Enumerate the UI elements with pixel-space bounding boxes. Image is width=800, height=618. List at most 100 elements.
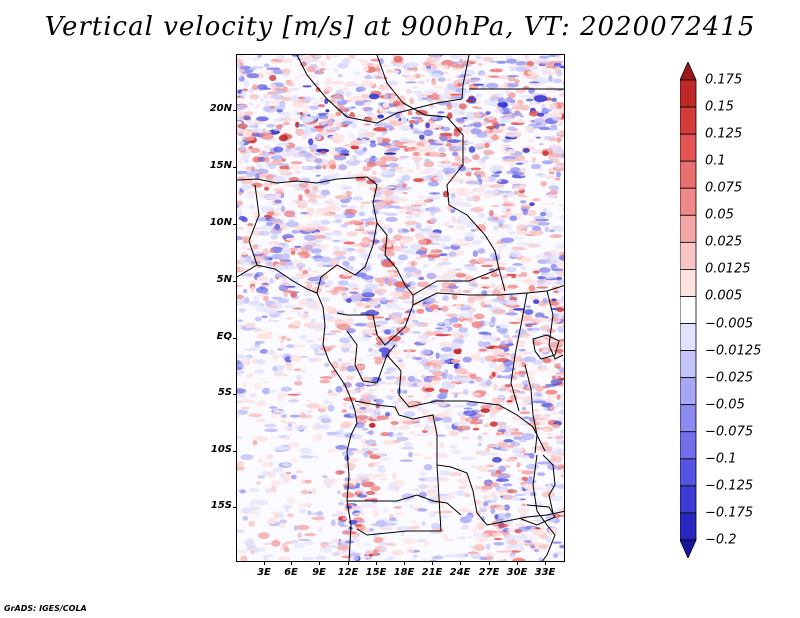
velocity-patch [529,101,538,105]
velocity-patch [400,231,411,234]
velocity-patch [297,532,302,539]
velocity-patch [335,444,348,450]
velocity-patch [480,450,489,457]
velocity-patch [252,66,264,69]
velocity-patch [484,177,492,183]
velocity-patch [384,212,399,216]
lon-tick [432,561,433,565]
velocity-patch [315,555,328,561]
velocity-patch [281,253,290,260]
velocity-patch [297,150,310,158]
velocity-patch [329,150,338,154]
velocity-patch [468,535,473,539]
lat-tick [233,281,237,282]
velocity-patch [502,134,515,137]
velocity-patch [478,184,491,189]
velocity-patch [376,64,381,69]
velocity-patch [497,523,509,528]
velocity-patch [497,75,508,80]
velocity-patch [557,69,563,77]
velocity-patch [556,467,561,471]
velocity-patch [464,231,475,238]
velocity-patch [268,389,278,393]
velocity-patch [422,297,436,304]
velocity-patch [328,202,338,206]
velocity-patch [389,291,404,297]
velocity-patch [438,501,445,509]
velocity-patch [546,395,555,399]
velocity-patch [559,408,564,416]
velocity-patch [444,87,450,94]
velocity-patch [366,162,376,167]
velocity-patch [367,462,375,468]
velocity-patch [332,246,341,251]
velocity-patch [385,115,396,122]
velocity-patch [506,528,512,532]
velocity-patch [289,310,298,313]
velocity-patch [481,334,493,340]
velocity-patch [287,399,300,402]
velocity-patch [397,227,403,234]
velocity-patch [502,138,511,143]
velocity-patch [354,422,365,429]
velocity-patch [398,138,411,143]
velocity-patch [312,286,322,293]
velocity-patch [539,414,550,419]
velocity-patch [274,446,288,451]
velocity-patch [269,248,274,254]
velocity-patch [500,385,506,390]
velocity-patch [458,158,472,163]
lon-tick [376,561,377,565]
border-line [316,222,378,294]
velocity-patch [252,156,261,163]
velocity-patch [456,82,463,87]
velocity-patch [266,349,275,356]
velocity-patch [311,455,319,459]
colorbar-level-label: −0.075 [705,424,754,440]
velocity-patch [527,243,541,248]
velocity-patch [296,374,302,382]
velocity-patch [340,422,351,429]
velocity-patch [261,470,270,476]
velocity-patch [457,312,471,319]
velocity-patch [488,361,497,369]
velocity-patch [265,221,274,226]
velocity-patch [429,124,439,129]
velocity-patch [441,382,450,389]
velocity-patch [521,256,531,263]
velocity-patch [511,112,523,117]
velocity-patch [387,148,396,152]
velocity-patch [443,353,456,357]
velocity-patch [342,246,348,254]
velocity-patch [335,321,345,324]
velocity-patch [344,455,350,461]
velocity-patch [344,540,355,544]
velocity-patch [557,204,564,207]
coastline [237,264,358,561]
velocity-patch [372,549,378,557]
velocity-patch [249,501,255,508]
velocity-patch [518,348,527,352]
velocity-patch [242,381,247,388]
velocity-patch [395,286,405,292]
velocity-patch [270,90,279,94]
velocity-patch [549,341,564,349]
velocity-patch [554,373,564,377]
velocity-patch [280,419,286,423]
velocity-patch [377,137,383,144]
velocity-patch [543,408,548,411]
velocity-patch [405,215,414,220]
velocity-patch [291,539,299,544]
velocity-patch [539,346,553,349]
velocity-patch [449,93,462,96]
velocity-patch [384,375,397,380]
velocity-patch [429,359,443,365]
velocity-patch [481,516,486,523]
velocity-patch [313,194,327,199]
velocity-patch [487,469,499,473]
velocity-patch [279,260,288,266]
velocity-patch [237,549,249,554]
velocity-patch [382,102,390,109]
velocity-patch [458,559,464,561]
velocity-patch [384,395,397,399]
